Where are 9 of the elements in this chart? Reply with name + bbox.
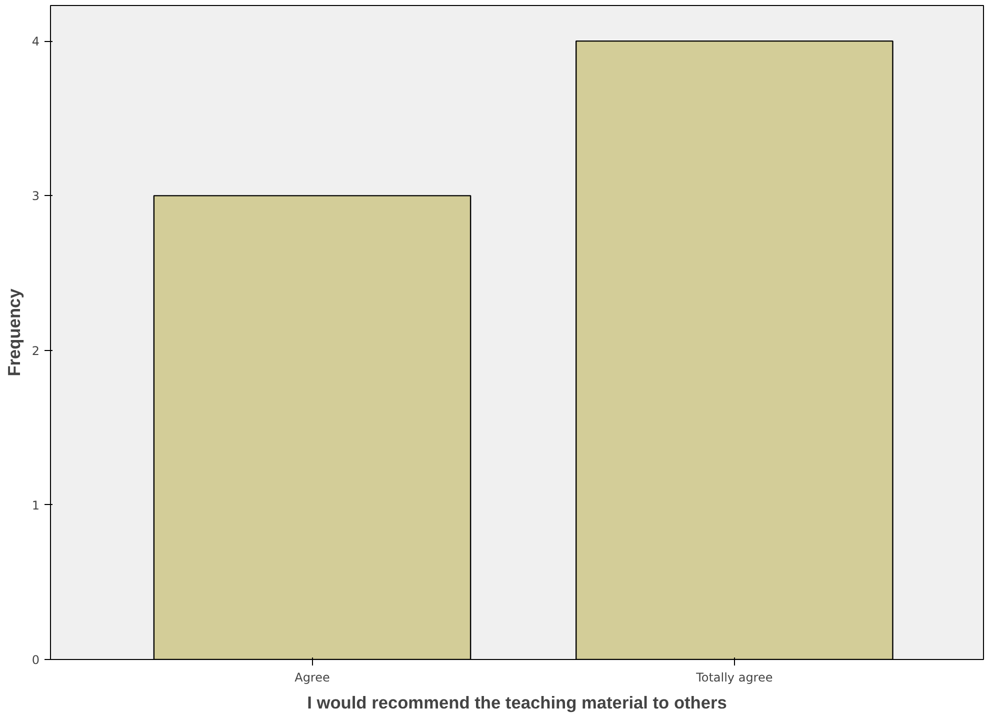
x-tick-label: Agree [294,670,330,684]
y-axis-title: Frequency [4,288,24,376]
y-tick-label: 2 [32,344,40,358]
x-axis-title: I would recommend the teaching material to others [307,692,727,712]
y-tick-label: 1 [32,498,40,512]
y-tick-label: 0 [32,653,40,667]
x-tick-label: Totally agree [695,670,773,684]
y-tick-label: 4 [32,34,40,49]
y-tick-label: 3 [32,189,40,204]
